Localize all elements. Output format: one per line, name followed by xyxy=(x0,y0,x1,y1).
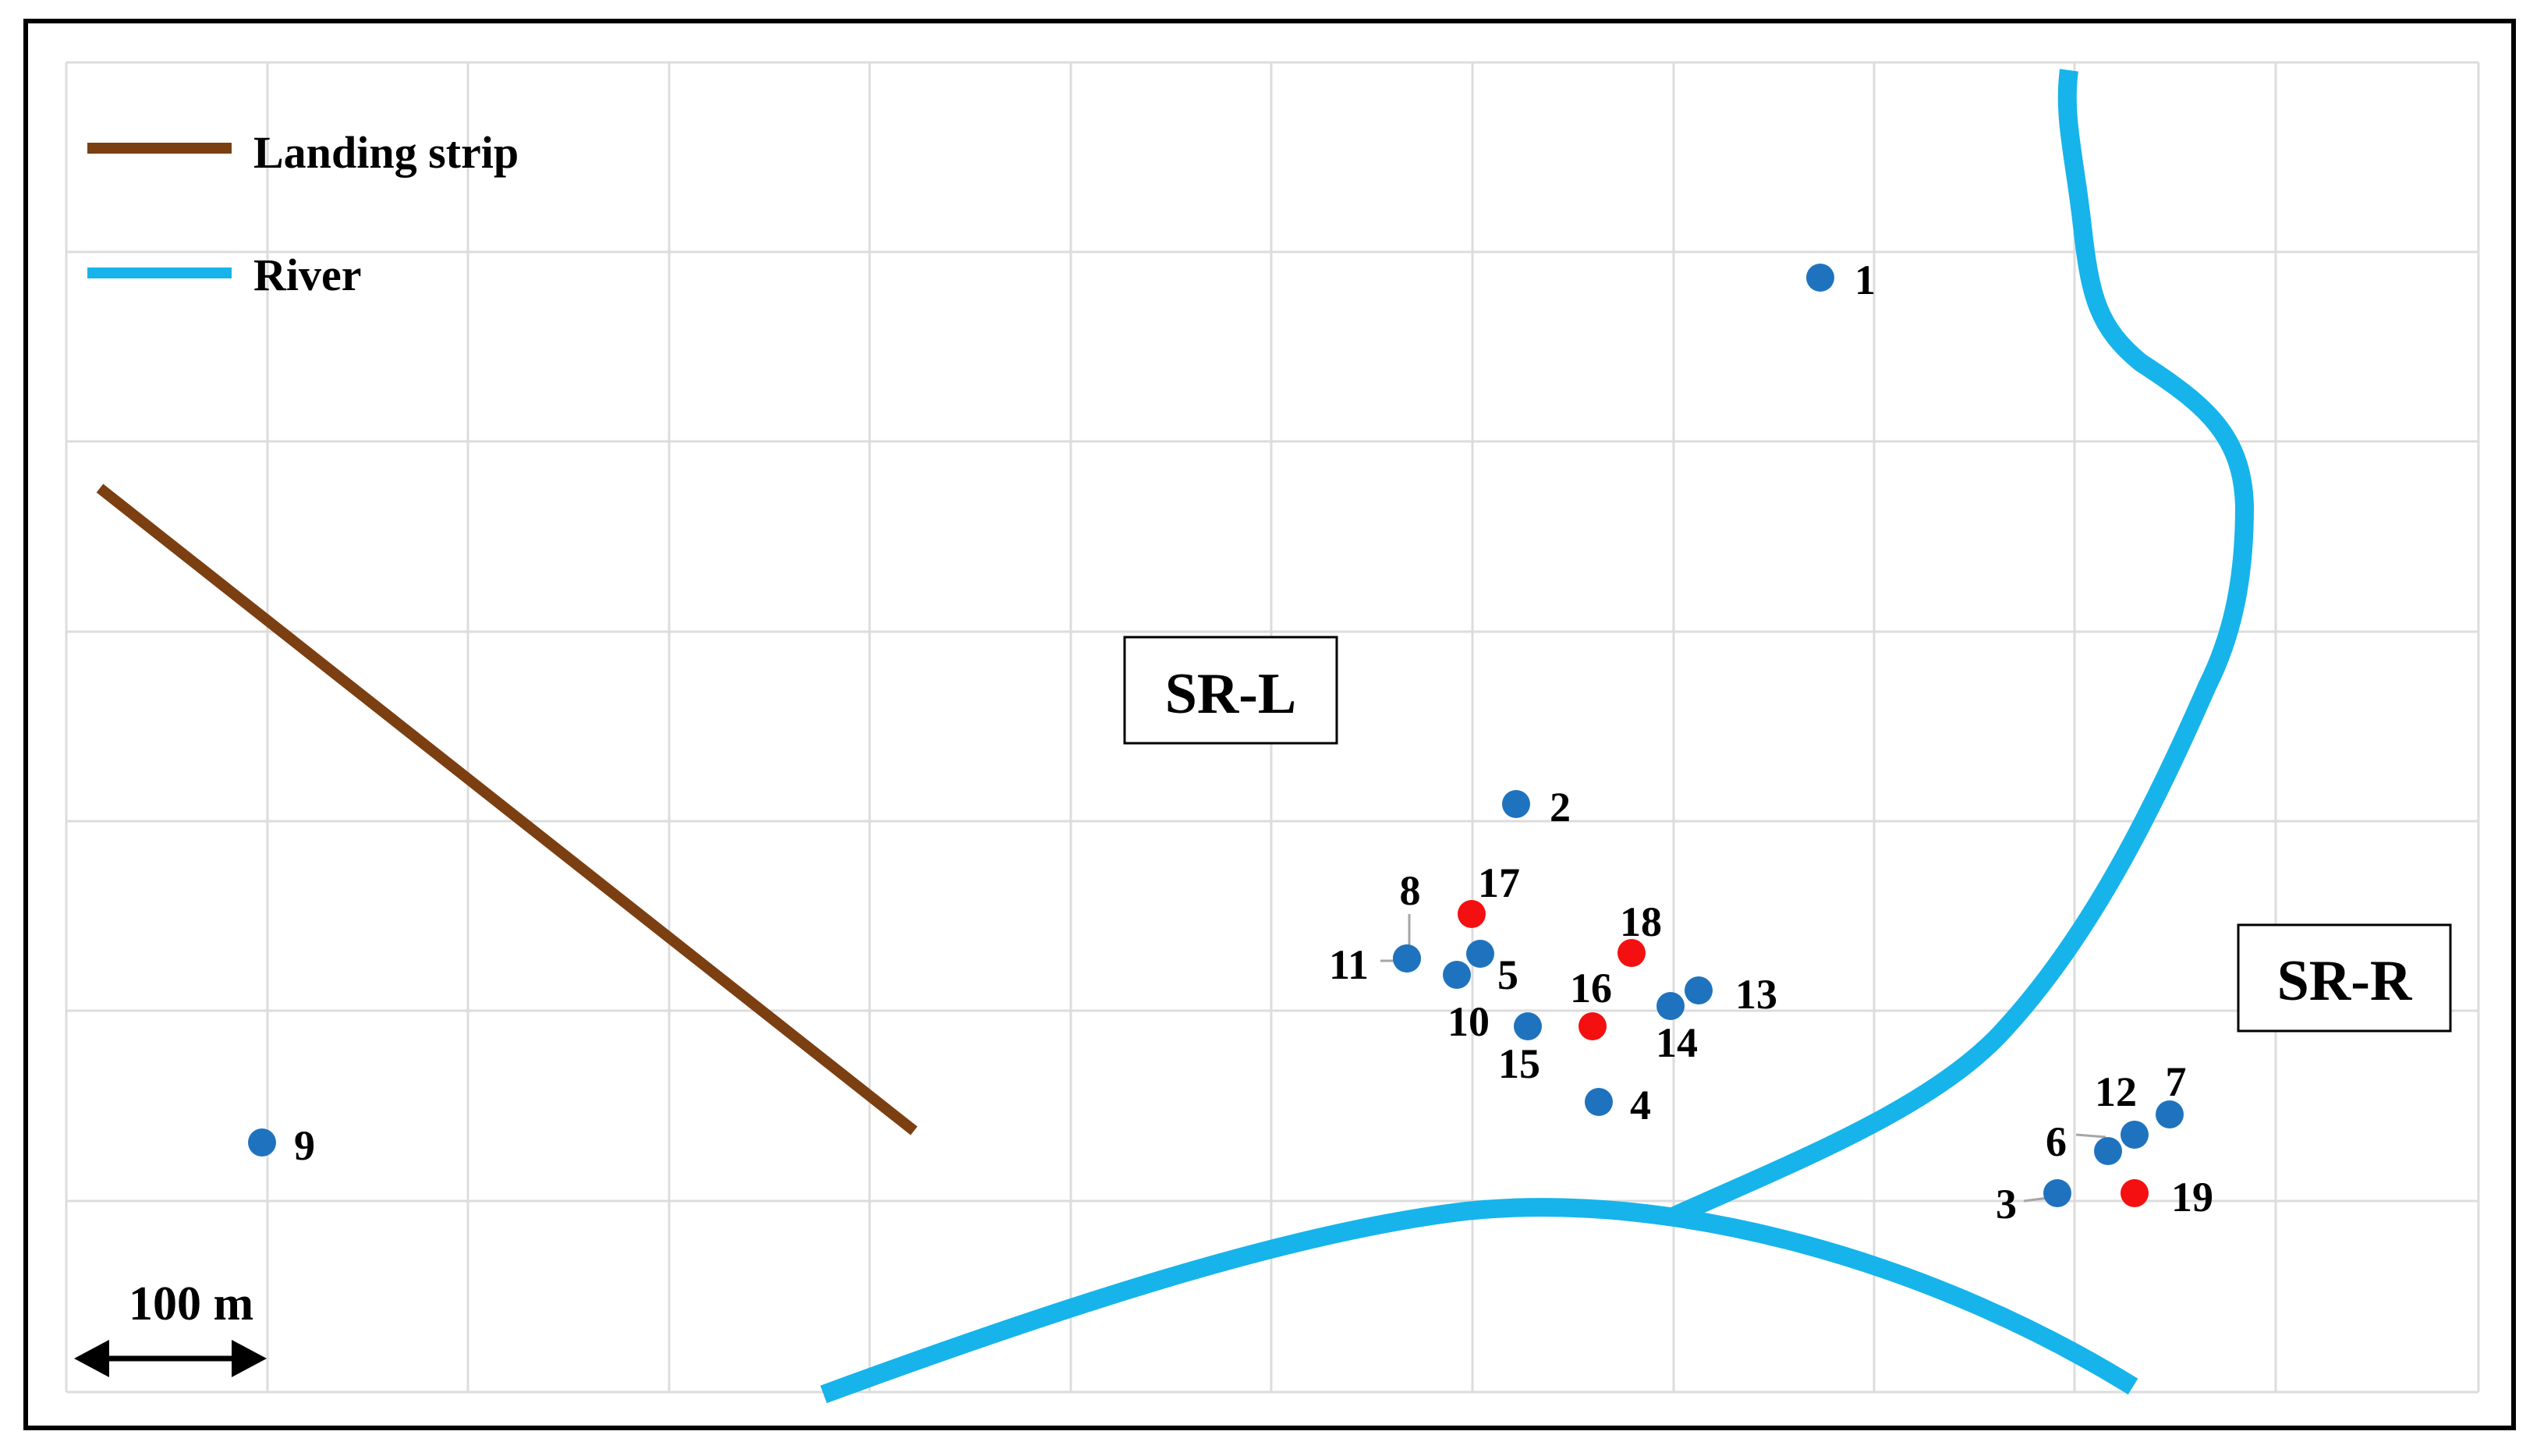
scale-arrow-right-icon xyxy=(232,1340,267,1377)
site-label: 4 xyxy=(1630,1082,1651,1128)
site-marker xyxy=(1514,1012,1542,1040)
site-marker xyxy=(1685,976,1713,1004)
site-label: 6 xyxy=(2046,1118,2067,1165)
site-11: 11 xyxy=(1329,941,1421,988)
site-marker xyxy=(2043,1179,2071,1207)
river-channel-branch xyxy=(1669,69,2254,1225)
site-label: 1 xyxy=(1855,257,1876,303)
site-marker xyxy=(1617,939,1646,967)
scale-bar-label: 100 m xyxy=(129,1277,253,1330)
site-13: 13 xyxy=(1685,971,1777,1018)
area-label-sr-r-text: SR-R xyxy=(2277,949,2413,1013)
scale-bar: 100 m xyxy=(74,1277,267,1377)
site-label: 9 xyxy=(294,1122,315,1169)
site-marker xyxy=(2156,1100,2184,1128)
site-marker xyxy=(2121,1121,2149,1149)
site-16: 16 xyxy=(1570,965,1612,1040)
site-17: 17 xyxy=(1458,859,1520,928)
site-label: 19 xyxy=(2171,1174,2213,1220)
legend-label-river: River xyxy=(253,250,362,300)
site-4: 4 xyxy=(1585,1082,1651,1128)
site-marker xyxy=(2094,1137,2122,1165)
river xyxy=(820,69,2254,1404)
site-9: 9 xyxy=(248,1122,315,1169)
site-label: 17 xyxy=(1478,859,1520,906)
site-marker xyxy=(1466,940,1494,968)
site-marker xyxy=(2121,1179,2149,1207)
site-label: 3 xyxy=(1996,1181,2017,1228)
site-label: 16 xyxy=(1570,965,1612,1011)
scale-arrow-left-icon xyxy=(74,1340,109,1377)
site-1: 1 xyxy=(1806,257,1876,303)
site-5: 5 xyxy=(1466,940,1518,998)
site-marker xyxy=(248,1128,276,1157)
site-label: 5 xyxy=(1497,951,1518,998)
site-marker xyxy=(1578,1012,1607,1040)
site-label: 13 xyxy=(1735,971,1777,1018)
area-label-sr-l-text: SR-L xyxy=(1165,662,1297,726)
site-label: 2 xyxy=(1550,784,1571,831)
site-3: 3 xyxy=(1996,1179,2071,1228)
site-14: 14 xyxy=(1656,992,1698,1066)
legend-label-landing-strip: Landing strip xyxy=(253,127,519,178)
site-marker xyxy=(1585,1088,1613,1116)
site-marker xyxy=(1393,944,1421,972)
river-channel-main xyxy=(820,1198,2138,1404)
area-label-sr-l: SR-L xyxy=(1123,636,1338,745)
site-7: 7 xyxy=(2156,1058,2187,1128)
site-2: 2 xyxy=(1502,784,1571,831)
site-label: 18 xyxy=(1620,898,1662,945)
site-marker xyxy=(1656,992,1685,1020)
site-6: 6 xyxy=(2046,1118,2122,1165)
site-15: 15 xyxy=(1498,1012,1542,1087)
landing-strip-line xyxy=(96,484,918,1135)
site-leader-line xyxy=(2023,1196,2049,1203)
site-label: 11 xyxy=(1329,941,1369,988)
site-19: 19 xyxy=(2121,1174,2213,1220)
area-label-sr-r: SR-R xyxy=(2237,923,2452,1033)
site-10: 10 xyxy=(1443,961,1490,1045)
grid xyxy=(65,61,2480,1394)
site-label: 10 xyxy=(1447,998,1490,1045)
site-label: 14 xyxy=(1656,1019,1698,1066)
site-label: 15 xyxy=(1498,1040,1540,1087)
site-leader-line xyxy=(2075,1133,2106,1139)
site-18: 18 xyxy=(1617,898,1662,967)
site-marker xyxy=(1502,790,1530,818)
site-label: 8 xyxy=(1400,867,1421,914)
site-label: 7 xyxy=(2166,1058,2187,1105)
site-marker xyxy=(1806,264,1834,292)
legend: Landing strip River xyxy=(87,127,519,300)
site-12: 12 xyxy=(2095,1068,2149,1149)
site-label: 12 xyxy=(2095,1068,2137,1115)
site-marker xyxy=(1458,900,1486,928)
site-marker xyxy=(1443,961,1471,989)
